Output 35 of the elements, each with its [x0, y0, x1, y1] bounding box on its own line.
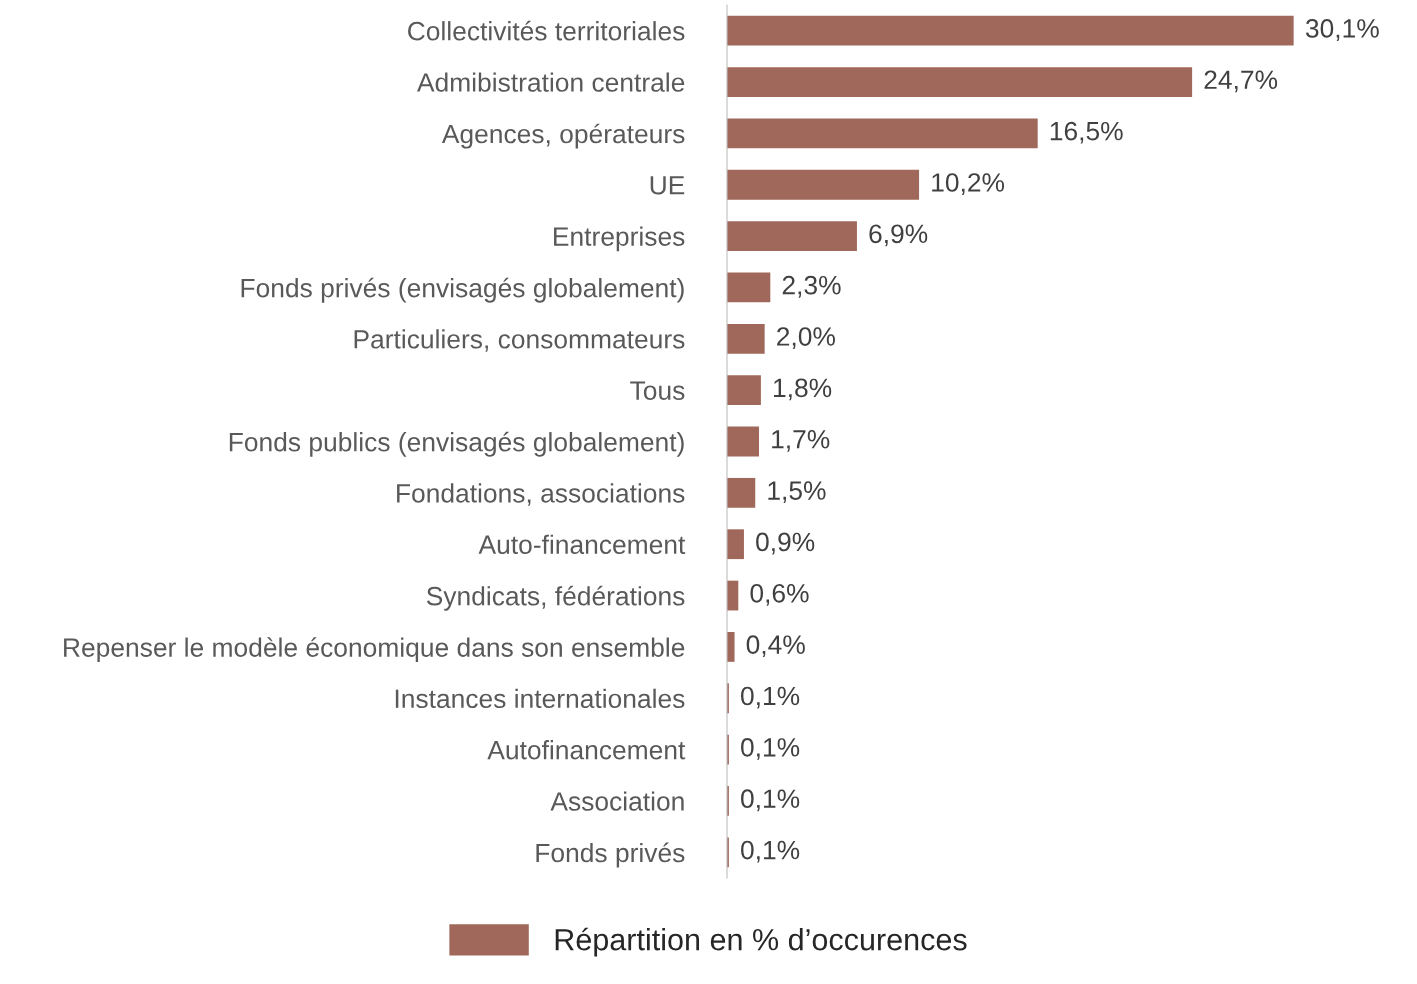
y-tick-label: UE: [650, 176, 685, 195]
y-tick-label: Fonds privés (envisagés globalement): [241, 277, 684, 303]
y-tick-label: Fondations, associations: [397, 483, 685, 506]
data-label: 1,7%: [772, 430, 830, 452]
y-tick-label: Entreprises: [554, 226, 685, 252]
data-label: 0,1%: [741, 686, 800, 709]
y-tick-label: Agences, opérateurs: [441, 123, 685, 149]
y-tick-label: Particuliers, consommateurs: [354, 329, 685, 352]
y-tick-label: Fonds publics (envisagés globalement): [229, 431, 684, 457]
y-tick-label: Fonds privés: [536, 842, 685, 868]
data-label: 6,9%: [869, 224, 928, 247]
data-label: 0,1%: [741, 789, 800, 812]
data-label: 2,3%: [782, 275, 841, 298]
data-label: 0,1%: [741, 840, 800, 863]
y-tick-label: Association: [550, 791, 684, 811]
data-label: 1,5%: [768, 481, 826, 504]
y-tick-label: Collectivités territoriales: [408, 20, 685, 41]
data-label: 0,9%: [756, 532, 815, 555]
data-label: 0,4%: [746, 635, 805, 658]
data-label: 1,8%: [774, 378, 832, 401]
data-label: 16,5%: [1050, 121, 1123, 144]
y-tick-label: Tous: [630, 381, 685, 400]
y-tick-label: Repenser le modèle économique dans son ensemble: [64, 637, 685, 663]
data-label: 0,1%: [741, 738, 800, 760]
data-label: 30,1%: [1305, 19, 1379, 41]
data-label: 2,0%: [777, 327, 835, 349]
data-label: 24,7%: [1204, 70, 1278, 93]
y-tick-label: Autofinancement: [487, 740, 686, 760]
y-tick-label: Instances internationales: [395, 688, 685, 709]
legend-label: Répartition en % d’occurences: [555, 927, 967, 957]
data-label: 10,2%: [932, 173, 1005, 195]
y-tick-label: Admibistration centrale: [416, 72, 685, 92]
y-tick-label: Syndicats, fédérations: [426, 585, 685, 611]
y-tick-label: Auto-financement: [478, 534, 686, 555]
data-label: 0,6%: [750, 583, 809, 606]
